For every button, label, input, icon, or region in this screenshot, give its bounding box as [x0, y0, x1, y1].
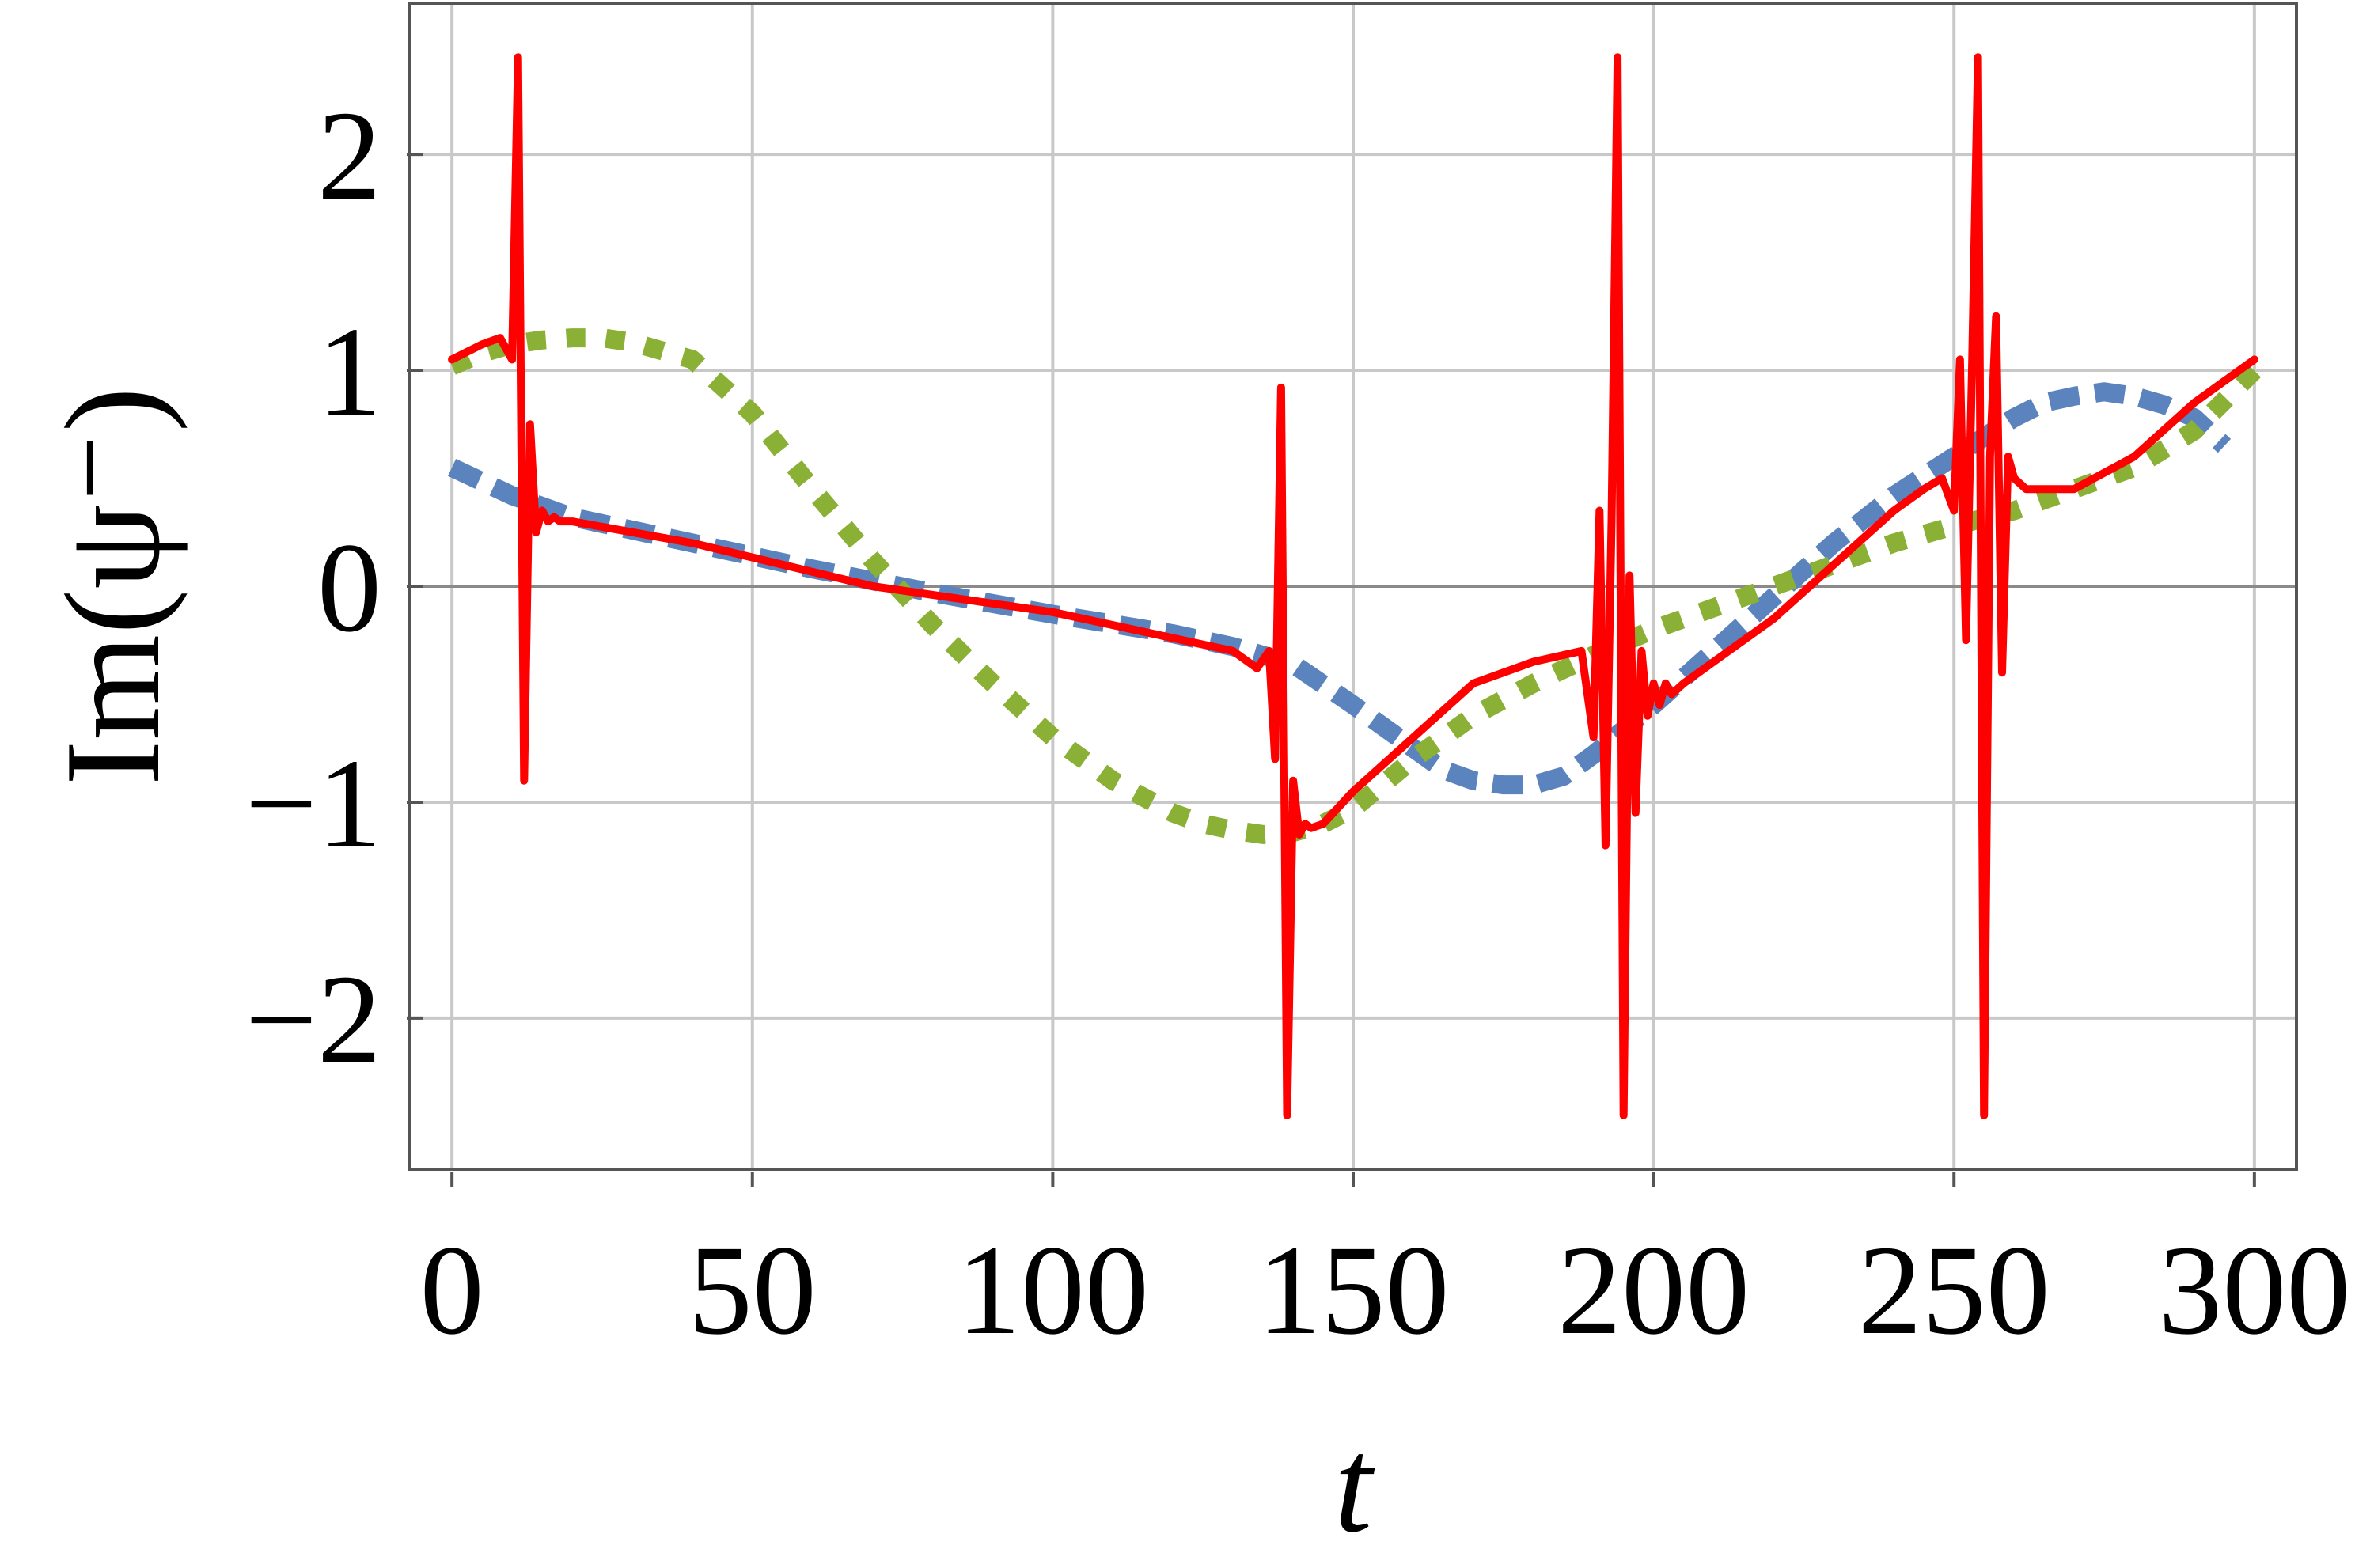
series-layer	[448, 53, 2262, 1119]
y-tick-label: 1	[317, 301, 381, 443]
x-tick-label: 300	[2158, 1220, 2350, 1362]
y-tick-label: 0	[317, 517, 381, 659]
x-tick-label: 200	[1557, 1220, 1750, 1362]
x-tick-label: 50	[688, 1220, 817, 1362]
x-tick-label: 0	[420, 1220, 484, 1362]
x-tick-labels: 0 50 100 150 200 250 300	[420, 1220, 2351, 1362]
x-tick-label: 100	[957, 1220, 1149, 1362]
y-tick-label: −2	[245, 949, 381, 1091]
y-tick-label: 2	[317, 85, 381, 227]
y-tick-marks	[407, 153, 423, 1020]
x-tick-label: 250	[1858, 1220, 2050, 1362]
y-tick-label: −1	[245, 733, 381, 875]
x-axis-label: t	[1334, 1411, 1375, 1561]
x-tick-marks	[450, 1172, 2256, 1187]
x-tick-label: 150	[1257, 1220, 1450, 1362]
y-tick-labels: −2 −1 0 1 2	[245, 85, 381, 1091]
series-line-solid	[448, 53, 2258, 1119]
y-axis-label: Im(ψ⁻)	[38, 387, 188, 786]
series-line-dotted	[448, 328, 2262, 844]
